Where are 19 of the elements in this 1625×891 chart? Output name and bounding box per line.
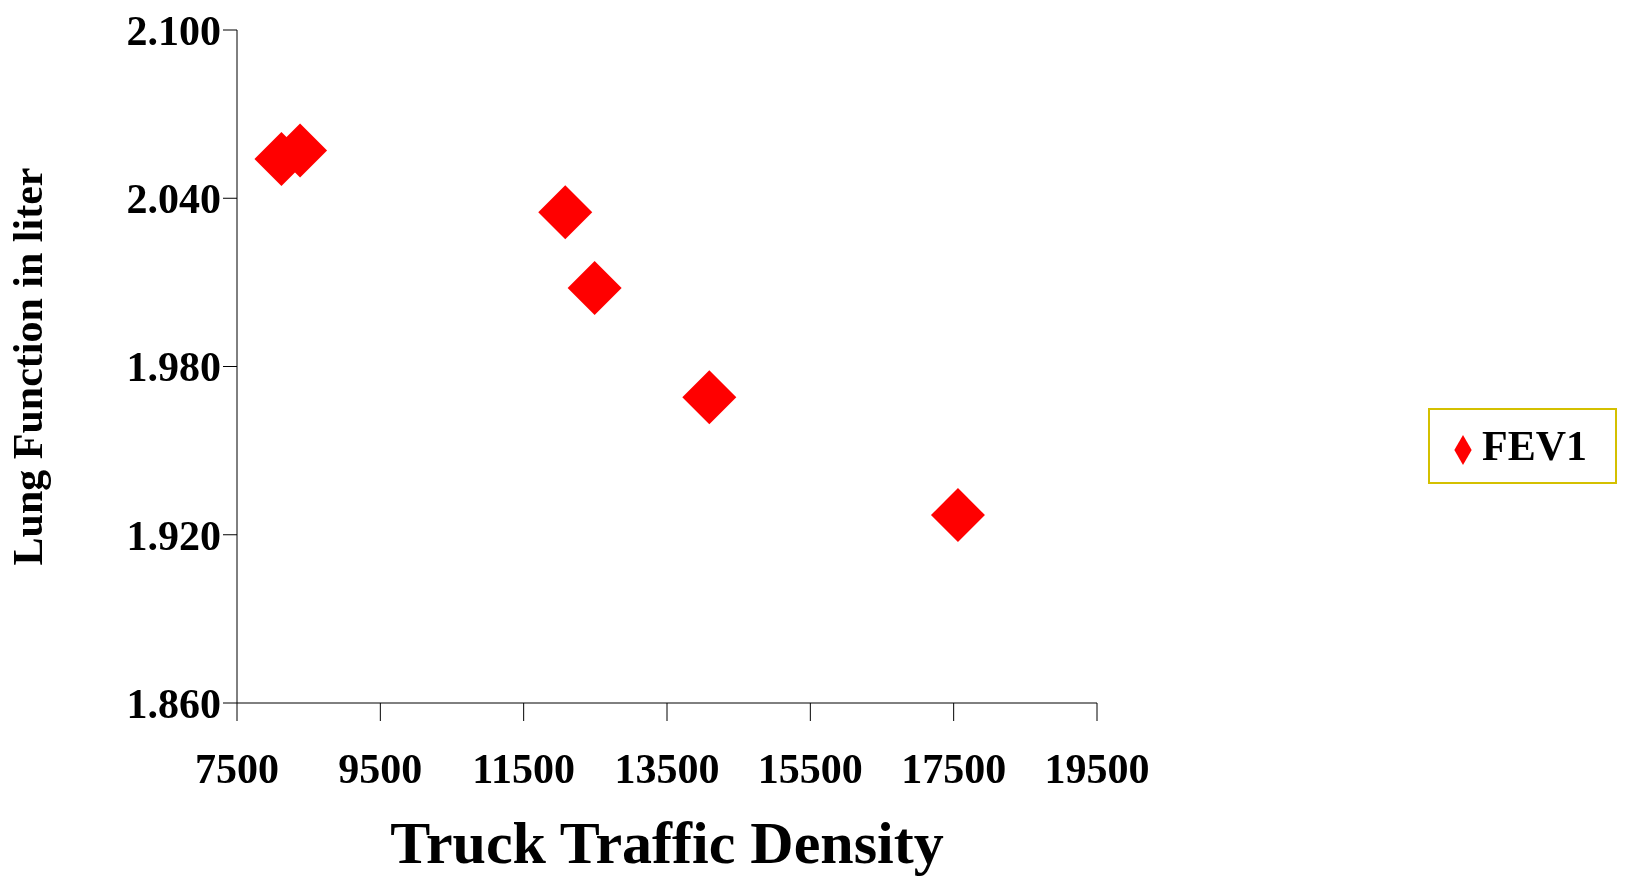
y-tick-label: 1.980	[126, 344, 221, 391]
y-tick-label: 1.920	[126, 512, 221, 559]
y-axis-title: Lung Function in liter	[4, 167, 51, 566]
y-tick-label: 2.040	[126, 176, 221, 223]
y-tick-label: 1.860	[126, 680, 221, 727]
x-tick-label: 9500	[338, 745, 423, 792]
legend-label: FEV1	[1482, 422, 1587, 469]
x-tick-label: 11500	[472, 745, 576, 792]
point	[567, 260, 622, 315]
point	[538, 185, 593, 240]
x-tick-label: 15500	[757, 745, 863, 792]
x-tick-label: 19500	[1044, 745, 1150, 792]
point	[930, 488, 985, 543]
x-axis-title: Truck Traffic Density	[390, 810, 944, 876]
point	[682, 370, 737, 425]
x-tick-label: 17500	[901, 745, 1007, 792]
y-tick-label: 2.100	[126, 7, 221, 54]
x-tick-label: 7500	[195, 745, 279, 792]
x-tick-label: 13500	[614, 745, 720, 792]
